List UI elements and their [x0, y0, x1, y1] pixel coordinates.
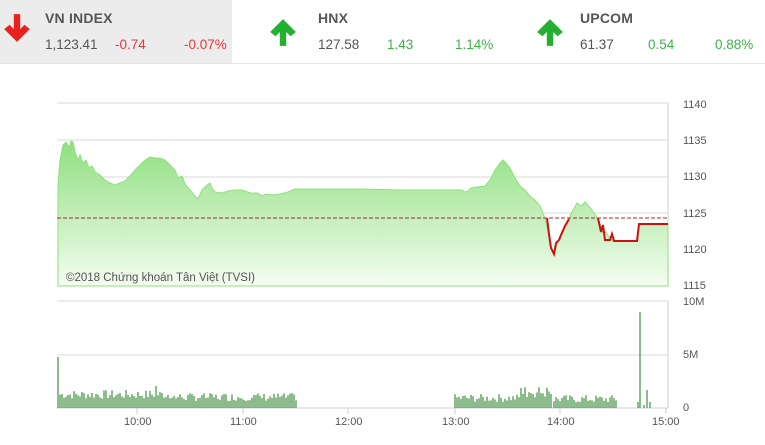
price-area	[57, 140, 669, 287]
arrow-up-icon	[537, 19, 563, 46]
x-tick: 15:00	[652, 416, 680, 428]
ticker-name: VN INDEX	[45, 10, 113, 26]
copyright-text: ©2018 Chứng khoán Tân Việt (TVSI)	[66, 272, 255, 284]
ticker-change: -0.74	[115, 37, 146, 52]
time-ticks	[136, 408, 667, 414]
ticker-hnx[interactable]: HNX 127.58 1.43 1.14%	[255, 0, 515, 63]
arrow-up-icon	[270, 19, 296, 46]
y-tick: 1125	[683, 208, 707, 220]
volume-tick: 10M	[683, 296, 705, 308]
ticker-change: 1.43	[387, 37, 414, 52]
x-tick: 12:00	[335, 416, 363, 428]
ticker-value: 127.58	[318, 37, 360, 52]
x-tick: 13:00	[442, 416, 470, 428]
below-reference-line	[546, 217, 570, 258]
ticker-change: 0.54	[648, 37, 675, 52]
y-tick: 1135	[683, 135, 707, 147]
volume-tick: 0	[683, 402, 690, 414]
index-ticker-bar: VN INDEX 1,123.41 -0.74 -0.07% HNX 127.5…	[0, 0, 765, 64]
volume-grid	[57, 300, 669, 409]
y-tick: 1130	[683, 171, 707, 183]
y-tick: 1140	[683, 99, 707, 111]
ticker-name: HNX	[318, 10, 349, 26]
ticker-percent: 0.88%	[715, 37, 754, 52]
ticker-name: UPCOM	[580, 10, 634, 26]
ticker-value: 61.37	[580, 37, 614, 52]
y-tick: 1115	[683, 280, 706, 292]
below-reference-line	[597, 217, 668, 242]
x-tick: 14:00	[547, 416, 575, 428]
arrow-down-icon	[4, 14, 30, 42]
y-tick: 1120	[683, 244, 707, 256]
ticker-upcom[interactable]: UPCOM 61.37 0.54 0.88%	[520, 0, 765, 63]
ticker-value: 1,123.41	[45, 37, 98, 52]
volume-bars	[57, 312, 651, 408]
x-tick: 11:00	[230, 416, 257, 428]
volume-tick: 5M	[683, 349, 699, 361]
x-tick: 10:00	[124, 416, 152, 428]
ticker-percent: -0.07%	[184, 37, 227, 52]
ticker-vn-index[interactable]: VN INDEX 1,123.41 -0.74 -0.07%	[0, 0, 232, 63]
ticker-percent: 1.14%	[455, 37, 494, 52]
